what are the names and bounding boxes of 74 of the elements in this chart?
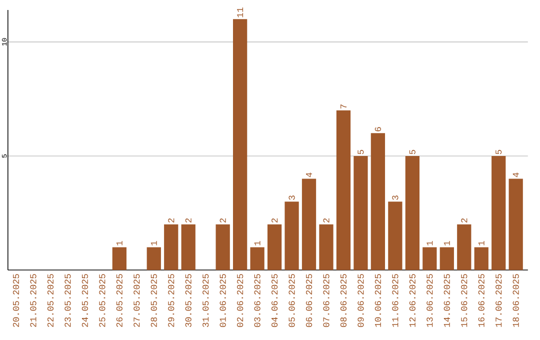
bar — [354, 156, 368, 270]
x-tick-label: 18.06.2025 — [512, 274, 519, 327]
bar — [370, 133, 386, 270]
x-tick-label: 24.05.2025 — [82, 274, 88, 327]
data-label: 4 — [306, 172, 312, 178]
bar — [284, 202, 299, 270]
data-label: 1 — [478, 241, 484, 246]
x-tick-label: 28.05.2025 — [150, 274, 157, 327]
bar — [492, 156, 506, 270]
x-tick-label: 25.05.2025 — [99, 274, 106, 327]
data-label: 1 — [150, 241, 157, 246]
x-tick-label: 23.05.2025 — [64, 274, 71, 327]
data-label: 5 — [358, 150, 364, 154]
data-label: 2 — [272, 218, 278, 223]
bar — [422, 247, 437, 270]
x-tick-label: 07.06.2025 — [323, 274, 330, 327]
x-tick-label: 17.06.2025 — [496, 274, 502, 327]
x-tick-label: 12.06.2025 — [409, 274, 416, 327]
x-tick-label: 14.06.2025 — [444, 274, 450, 327]
x-tick-label: 04.06.2025 — [271, 274, 278, 327]
data-label: 4 — [512, 172, 519, 178]
bar — [457, 224, 472, 270]
bar — [440, 247, 454, 270]
bar — [112, 247, 126, 270]
bar — [267, 224, 282, 270]
data-label: 2 — [323, 218, 330, 223]
x-tick-label: 15.06.2025 — [461, 274, 468, 327]
x-tick-label: 29.05.2025 — [168, 274, 174, 327]
x-tick-label: 05.06.2025 — [288, 274, 295, 327]
data-label: 1 — [426, 241, 433, 246]
x-tick-label: 09.06.2025 — [358, 274, 364, 327]
data-label: 3 — [288, 196, 295, 200]
x-tick-label: 13.06.2025 — [426, 274, 433, 327]
data-label: 2 — [185, 218, 192, 223]
bar — [336, 110, 351, 270]
data-label: 2 — [461, 218, 468, 223]
bar — [319, 224, 334, 270]
data-label: 5 — [496, 150, 502, 154]
bar — [250, 247, 264, 270]
data-label: 2 — [168, 218, 174, 223]
data-label: 5 — [409, 150, 416, 154]
x-tick-label: 26.05.2025 — [116, 274, 122, 327]
bar — [474, 247, 488, 270]
x-tick-label: 27.05.2025 — [134, 274, 140, 327]
data-label: 6 — [374, 127, 382, 132]
x-tick-label: 11.06.2025 — [392, 274, 398, 327]
bar — [508, 178, 523, 270]
data-label: 1 — [116, 241, 122, 246]
x-tick-label: 22.05.2025 — [47, 274, 54, 327]
data-label: 2 — [220, 218, 226, 223]
x-tick-label: 21.05.2025 — [30, 274, 36, 327]
bar — [146, 247, 161, 270]
x-tick-label: 03.06.2025 — [254, 274, 260, 327]
bar — [302, 178, 316, 270]
bar — [405, 156, 420, 270]
x-tick-label: 08.06.2025 — [340, 274, 347, 327]
data-label: 3 — [392, 196, 398, 200]
x-tick-label: 20.05.2025 — [12, 274, 20, 327]
data-label: 7 — [340, 104, 346, 108]
bar — [233, 19, 248, 270]
bar — [388, 202, 402, 270]
bar — [164, 224, 178, 270]
data-label: 1 — [254, 241, 260, 246]
x-tick-label: 16.06.2025 — [478, 274, 484, 327]
x-tick-label: 06.06.2025 — [306, 274, 312, 327]
x-tick-label: 10.06.2025 — [374, 274, 382, 327]
x-tick-label: 02.06.2025 — [237, 274, 244, 327]
x-tick-label: 30.05.2025 — [185, 274, 192, 327]
data-label: 1 — [444, 241, 450, 246]
bar — [181, 224, 196, 270]
x-tick-label: 31.05.2025 — [202, 274, 209, 327]
data-label: 11 — [237, 8, 244, 18]
bar — [216, 224, 230, 270]
x-tick-label: 01.06.2025 — [220, 274, 226, 327]
